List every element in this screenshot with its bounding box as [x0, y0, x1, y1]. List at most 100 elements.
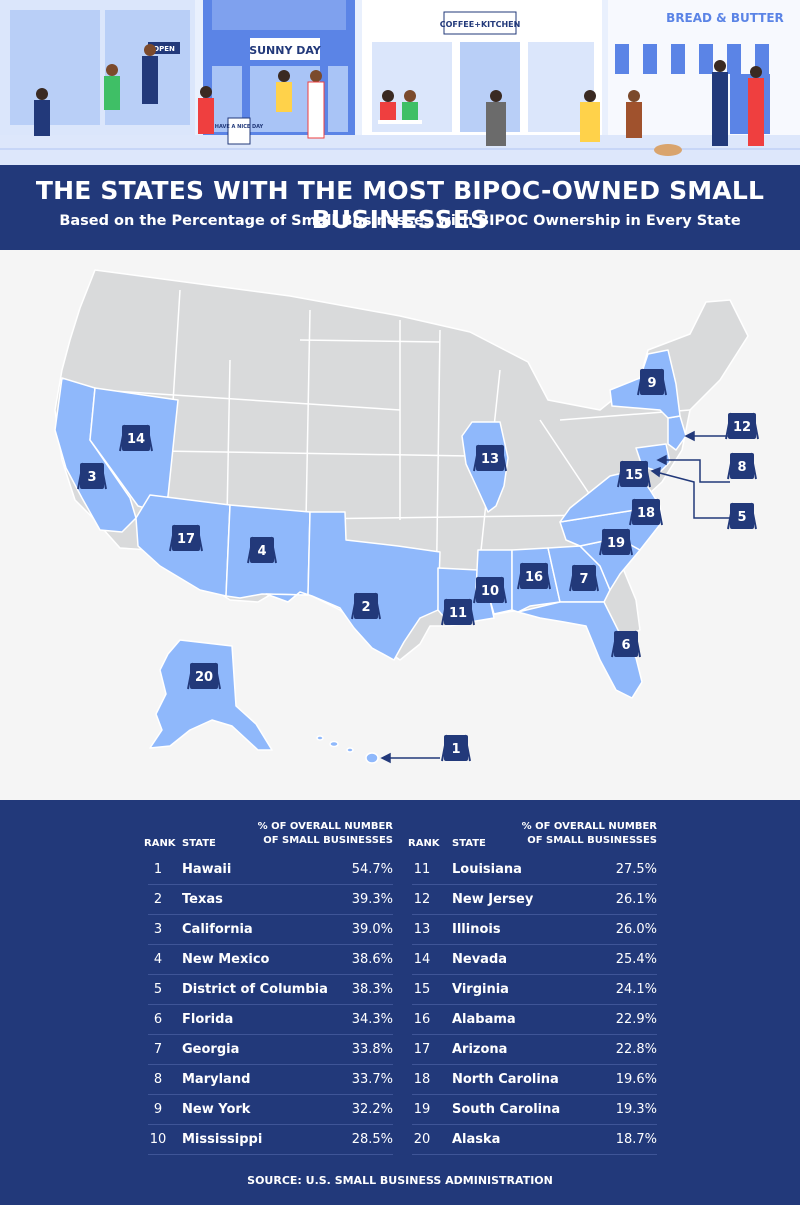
rank-cell: 2	[153, 892, 163, 907]
table-row: 10 Mississippi 28.5%	[148, 1125, 393, 1155]
state-alaska	[149, 639, 273, 751]
pct-header-line1: % OF OVERALL NUMBER	[521, 821, 657, 832]
rank-badge-label: 15	[625, 468, 643, 483]
rank-cell: 9	[153, 1102, 163, 1117]
percentage-cell: 24.1%	[615, 982, 657, 997]
rank-cell: 1	[153, 862, 163, 877]
state-cell: Hawaii	[182, 862, 232, 877]
rank-badge-label: 20	[195, 670, 213, 685]
callout-arrows	[380, 430, 730, 764]
open-sign: OPEN	[153, 45, 175, 53]
rank-badge-13: 13	[473, 444, 507, 472]
state-cell: Arizona	[452, 1042, 508, 1057]
rank-badge-1: 1	[441, 734, 471, 762]
rank-badge-20: 20	[187, 662, 221, 690]
ranking-table-panel: RANK STATE % OF OVERALL NUMBER OF SMALL …	[0, 800, 800, 1205]
table-row: 9 New York 32.2%	[148, 1095, 393, 1125]
table-row: 6 Florida 34.3%	[148, 1005, 393, 1035]
state-cell: Virginia	[452, 982, 509, 997]
state-cell: Georgia	[182, 1042, 240, 1057]
source-note: SOURCE: U.S. SMALL BUSINESS ADMINISTRATI…	[247, 1174, 553, 1187]
rank-badge-2: 2	[351, 592, 381, 620]
table-row: 17 Arizona 22.8%	[412, 1035, 657, 1065]
hero-illustration: OPEN SUNNY DAY COFFEE+KITCHEN BREAD & BU…	[0, 0, 800, 250]
rank-cell: 16	[413, 1012, 431, 1027]
state-cell: Texas	[182, 892, 223, 907]
rank-cell: 10	[149, 1132, 167, 1147]
rank-badge-9: 9	[637, 368, 667, 396]
state-cell: Florida	[182, 1012, 234, 1027]
table-row: 15 Virginia 24.1%	[412, 975, 657, 1005]
rank-badge-label: 7	[579, 572, 588, 587]
table-row: 2 Texas 39.3%	[148, 885, 393, 915]
table-row: 11 Louisiana 27.5%	[412, 855, 657, 885]
state-header: STATE	[452, 838, 486, 849]
rank-badge-7: 7	[569, 564, 599, 592]
percentage-cell: 38.6%	[351, 952, 393, 967]
state-cell: New York	[182, 1102, 251, 1117]
percentage-cell: 19.3%	[615, 1102, 657, 1117]
table-row: 14 Nevada 25.4%	[412, 945, 657, 975]
table-row: 19 South Carolina 19.3%	[412, 1095, 657, 1125]
rank-badge-label: 5	[737, 510, 746, 525]
bread-butter-sign: BREAD & BUTTER	[666, 11, 784, 25]
pct-header-line2: OF SMALL BUSINESSES	[527, 835, 657, 846]
rank-badge-15: 15	[617, 460, 651, 488]
percentage-cell: 25.4%	[615, 952, 657, 967]
percentage-cell: 19.6%	[615, 1072, 657, 1087]
rank-badge-6: 6	[611, 630, 641, 658]
rank-cell: 5	[153, 982, 163, 997]
state-cell: Alaska	[452, 1132, 501, 1147]
title-band	[0, 165, 800, 250]
rank-cell: 7	[153, 1042, 163, 1057]
percentage-cell: 22.8%	[615, 1042, 657, 1057]
rank-badge-16: 16	[517, 562, 551, 590]
rank-badge-8: 8	[727, 452, 757, 480]
percentage-cell: 38.3%	[351, 982, 393, 997]
state-header: STATE	[182, 838, 216, 849]
state-cell: Maryland	[182, 1072, 251, 1087]
state-cell: New Mexico	[182, 952, 270, 967]
rank-badge-label: 8	[737, 460, 746, 475]
percentage-cell: 34.3%	[351, 1012, 393, 1027]
table-row: 8 Maryland 33.7%	[148, 1065, 393, 1095]
state-cell: New Jersey	[452, 892, 534, 907]
rank-badge-label: 1	[451, 742, 460, 757]
rank-badge-19: 19	[599, 528, 633, 556]
state-cell: Mississippi	[182, 1132, 263, 1147]
state-cell: Louisiana	[452, 862, 522, 877]
rank-badge-label: 11	[449, 606, 467, 621]
state-texas	[265, 511, 441, 661]
rank-badge-12: 12	[725, 412, 759, 440]
state-cell: Nevada	[452, 952, 508, 967]
rank-badge-14: 14	[119, 424, 153, 452]
percentage-cell: 33.7%	[351, 1072, 393, 1087]
percentage-cell: 26.0%	[615, 922, 657, 937]
pct-header-line1: % OF OVERALL NUMBER	[257, 821, 393, 832]
percentage-cell: 32.2%	[351, 1102, 393, 1117]
pct-header-line2: OF SMALL BUSINESSES	[263, 835, 393, 846]
state-cell: California	[182, 922, 253, 937]
rank-badge-label: 13	[481, 452, 499, 467]
state-florida	[517, 601, 643, 699]
rank-header: RANK	[408, 838, 440, 849]
rank-cell: 6	[153, 1012, 163, 1027]
page-subtitle: Based on the Percentage of Small Busines…	[59, 213, 741, 229]
table-row: 5 District of Columbia 38.3%	[148, 975, 393, 1005]
rank-badge-label: 19	[607, 536, 625, 551]
percentage-cell: 28.5%	[351, 1132, 393, 1147]
table-row: 12 New Jersey 26.1%	[412, 885, 657, 915]
rank-cell: 13	[413, 922, 431, 937]
coffee-kitchen-sign: COFFEE+KITCHEN	[440, 20, 521, 29]
state-cell: District of Columbia	[182, 982, 328, 997]
table-row: 3 California 39.0%	[148, 915, 393, 945]
rank-badge-label: 16	[525, 570, 543, 585]
rank-badge-5: 5	[727, 502, 757, 530]
rank-cell: 14	[413, 952, 431, 967]
rank-cell: 19	[413, 1102, 431, 1117]
sunny-day-sign: SUNNY DAY	[249, 44, 322, 57]
percentage-cell: 39.0%	[351, 922, 393, 937]
rank-badge-label: 3	[87, 470, 96, 485]
